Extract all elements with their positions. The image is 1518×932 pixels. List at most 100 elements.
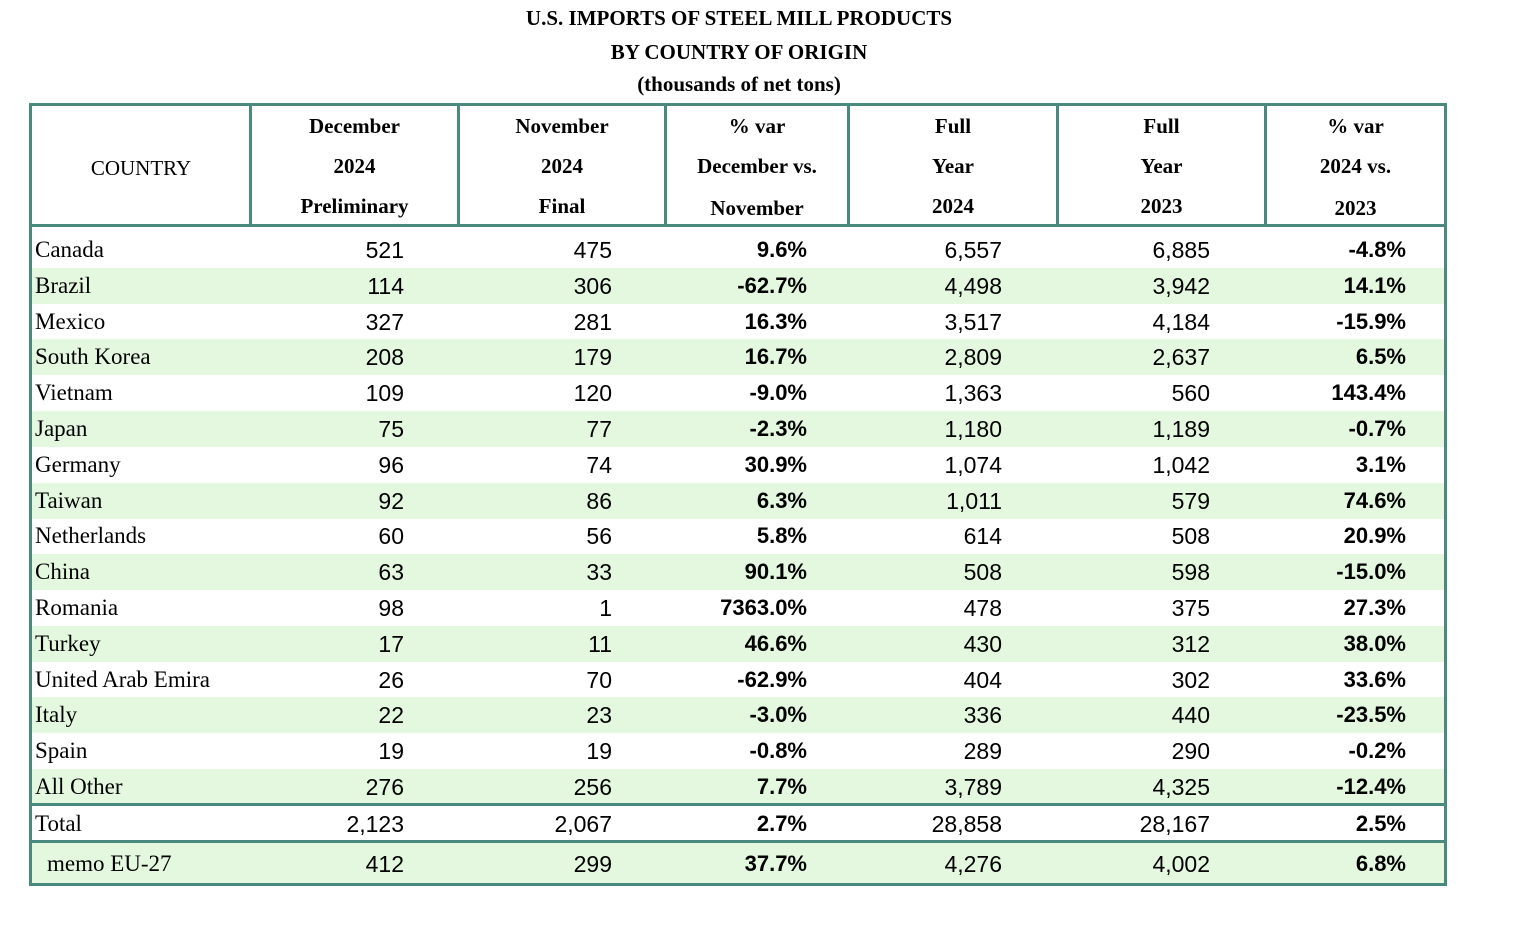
cell-var-month: -62.7%	[737, 272, 807, 298]
table-frame	[29, 103, 1447, 886]
cell-fy2024: 4,498	[944, 272, 1002, 299]
table-row: China 63 33 90.1% 508 598 -15.0%	[32, 554, 1444, 591]
cell-var-year: 3.1%	[1355, 451, 1406, 477]
cell-var-year: 27.3%	[1343, 595, 1406, 620]
cell-var-year: 33.6%	[1343, 666, 1406, 692]
table-row: Vietnam 109 120 -9.0% 1,363 560 143.4%	[32, 375, 1444, 411]
cell-fy2024: 404	[963, 666, 1002, 693]
cell-nov: 1	[599, 595, 612, 621]
header-divider	[1056, 103, 1059, 226]
header-divider	[664, 103, 667, 226]
cell-dec: 75	[378, 416, 404, 442]
cell-country: Germany	[35, 451, 121, 477]
cell-nov: 70	[586, 666, 612, 693]
cell-var-year: -23.5%	[1336, 702, 1406, 728]
cell-dec: 2,123	[346, 811, 404, 837]
cell-var-month: -9.0%	[749, 380, 807, 406]
cell-var-month: 7363.0%	[720, 595, 807, 620]
cell-fy2024: 430	[963, 630, 1002, 657]
cell-fy2023: 302	[1171, 666, 1210, 693]
table-row: Italy 22 23 -3.0% 336 440 -23.5%	[32, 697, 1444, 734]
cell-var-year: -15.0%	[1336, 559, 1406, 585]
cell-nov: 256	[573, 774, 612, 800]
cell-dec: 327	[365, 308, 404, 335]
cell-dec: 22	[378, 702, 404, 729]
cell-fy2023: 508	[1171, 523, 1210, 550]
cell-var-year: -15.9%	[1336, 308, 1406, 334]
cell-dec: 412	[365, 851, 404, 877]
table-title: U.S. IMPORTS OF STEEL MILL PRODUCTS	[525, 6, 953, 30]
header-var-year: % var 2024 vs. 2023	[1319, 114, 1392, 220]
cell-fy2023: 2,637	[1152, 344, 1210, 371]
cell-fy2023: 4,002	[1152, 851, 1210, 877]
cell-fy2023: 375	[1171, 595, 1210, 621]
cell-country: Vietnam	[35, 380, 113, 406]
cell-fy2024: 508	[963, 559, 1002, 586]
cell-country: Italy	[35, 702, 78, 728]
cell-nov: 23	[586, 702, 612, 729]
memo-row: memo EU-27 412 299 37.7% 4,276 4,002 6.8…	[32, 843, 1444, 883]
table-row: Canada 521 475 9.6% 6,557 6,885 -4.8%	[32, 232, 1444, 268]
cell-dec: 92	[378, 487, 404, 514]
cell-country: Mexico	[35, 308, 106, 334]
cell-var-year: 143.4%	[1331, 380, 1406, 406]
cell-dec: 17	[378, 630, 404, 657]
total-divider-line	[29, 803, 1447, 806]
cell-var-year: -4.8%	[1348, 237, 1406, 262]
cell-country: Romania	[35, 595, 119, 620]
cell-var-month: 37.7%	[744, 851, 807, 876]
cell-country: Canada	[35, 237, 104, 262]
cell-country: Turkey	[35, 630, 101, 656]
cell-fy2024: 4,276	[944, 851, 1002, 877]
cell-fy2024: 336	[963, 702, 1002, 729]
cell-fy2024: 614	[963, 523, 1002, 550]
cell-fy2023: 290	[1171, 738, 1210, 765]
cell-fy2023: 3,942	[1152, 272, 1210, 299]
table-row: Japan 75 77 -2.3% 1,180 1,189 -0.7%	[32, 411, 1444, 447]
cell-nov: 74	[586, 451, 612, 478]
header-november: November 2024 Final	[515, 114, 609, 218]
cell-nov: 77	[586, 416, 612, 442]
cell-var-month: 46.6%	[744, 630, 807, 656]
cell-dec: 114	[367, 272, 404, 299]
cell-var-year: -0.7%	[1348, 416, 1406, 441]
cell-dec: 60	[378, 523, 404, 550]
cell-var-year: 6.5%	[1355, 344, 1406, 370]
cell-fy2024: 3,789	[944, 774, 1002, 800]
cell-fy2023: 312	[1171, 630, 1210, 657]
cell-country: South Korea	[35, 344, 151, 370]
cell-dec: 98	[378, 595, 404, 621]
header-divider	[249, 103, 252, 226]
cell-nov: 299	[573, 851, 612, 877]
cell-fy2024: 28,858	[931, 811, 1002, 837]
cell-var-year: 20.9%	[1343, 523, 1406, 549]
table-row: South Korea 208 179 16.7% 2,809 2,637 6.5%	[32, 339, 1444, 376]
table-row: United Arab Emira 26 70 -62.9% 404 302 33.6%	[32, 662, 1444, 698]
cell-dec: 276	[365, 774, 404, 800]
cell-fy2024: 6,557	[944, 237, 1002, 263]
table-row: Taiwan 92 86 6.3% 1,011 579 74.6%	[32, 482, 1444, 519]
cell-var-month: -2.3%	[749, 416, 807, 441]
table-row: Turkey 17 11 46.6% 430 312 38.0%	[32, 625, 1444, 662]
cell-var-month: 7.7%	[756, 774, 807, 799]
cell-nov: 306	[573, 272, 612, 299]
total-label: Total	[35, 811, 82, 836]
cell-var-month: 6.3%	[756, 487, 807, 513]
cell-var-month: 5.8%	[756, 523, 807, 549]
table-subtitle: BY COUNTRY OF ORIGIN	[610, 40, 868, 64]
table-units: (thousands of net tons)	[637, 72, 841, 96]
cell-fy2024: 289	[963, 738, 1002, 765]
cell-dec: 19	[378, 738, 404, 765]
cell-var-year: 14.1%	[1343, 272, 1406, 298]
cell-dec: 109	[365, 380, 404, 407]
header-divider-line	[29, 224, 1447, 227]
cell-var-month: -3.0%	[749, 702, 807, 728]
cell-var-year: 74.6%	[1343, 487, 1406, 513]
cell-fy2024: 1,180	[944, 416, 1002, 442]
cell-var-year: -12.4%	[1336, 774, 1406, 799]
cell-country: All Other	[35, 774, 123, 799]
cell-dec: 521	[365, 237, 404, 263]
cell-country: China	[35, 559, 90, 585]
cell-var-month: -62.9%	[737, 666, 807, 692]
cell-fy2023: 598	[1171, 559, 1210, 586]
